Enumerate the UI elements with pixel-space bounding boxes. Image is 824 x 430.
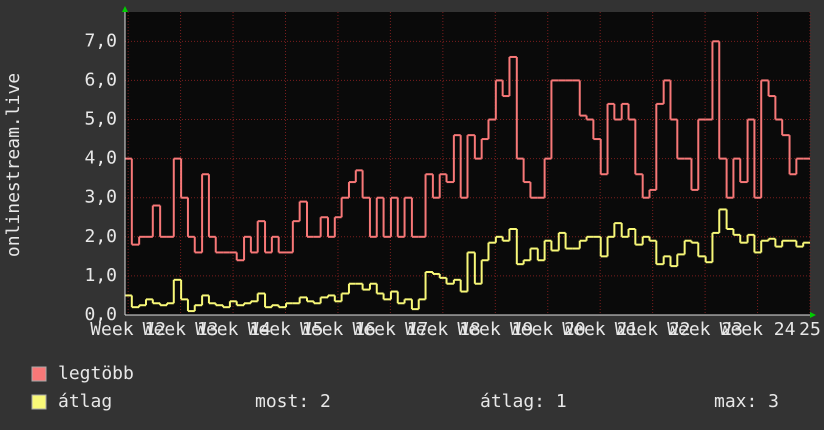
y-tick-label: 1,0 (84, 265, 117, 286)
x-tick-label: Week 21 (562, 319, 638, 340)
y-tick-label: 6,0 (84, 69, 117, 90)
legend-label: legtöbb (58, 363, 134, 384)
x-tick-label: Week 12 (90, 319, 166, 340)
x-tick-label: Week 16 (300, 319, 376, 340)
x-tick-label: Week 18 (405, 319, 481, 340)
x-arrow (810, 312, 816, 318)
legend-stat: max: 3 (714, 391, 779, 412)
x-tick-label: Week 17 (352, 319, 428, 340)
y-tick-label: 2,0 (84, 226, 117, 247)
y-tick-label: 4,0 (84, 148, 117, 169)
y-axis-label: onlinestream.live (3, 73, 24, 257)
x-tick-label: Week 13 (143, 319, 219, 340)
y-tick-label: 7,0 (84, 30, 117, 51)
y-tick-label: 0,0 (84, 304, 117, 325)
x-tick-label: Week 23 (667, 319, 743, 340)
legend-stat: átlag: 1 (480, 391, 567, 412)
legend-stat: most: 2 (255, 391, 331, 412)
legend-label: átlag (58, 391, 112, 412)
x-tick-label: Week 20 (510, 319, 586, 340)
legend-swatch (31, 366, 47, 382)
x-tick-label: Week 15 (248, 319, 324, 340)
y-tick-label: 5,0 (84, 109, 117, 130)
x-tick-label: Week 22 (615, 319, 691, 340)
legend-swatch (31, 394, 47, 410)
x-tick-label: 25 (799, 319, 821, 340)
x-tick-label: Week 24 (720, 319, 796, 340)
x-tick-label: Week 14 (195, 319, 271, 340)
y-tick-label: 3,0 (84, 187, 117, 208)
x-tick-label: Week 19 (457, 319, 533, 340)
y-arrow (122, 6, 128, 12)
